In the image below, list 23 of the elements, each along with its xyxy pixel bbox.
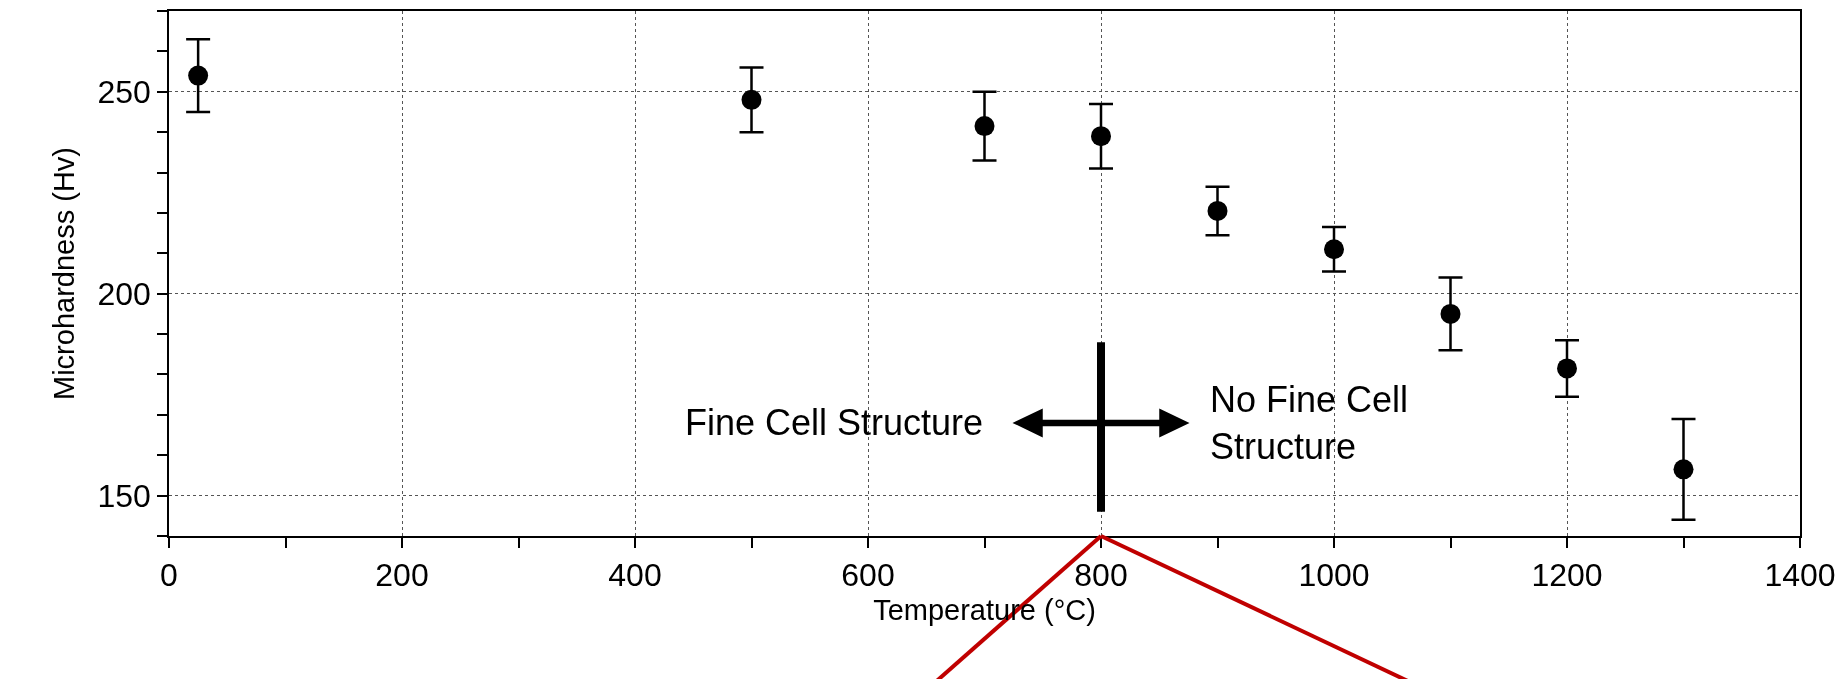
point <box>974 116 995 137</box>
y-tick-label: 150 <box>97 477 151 514</box>
y-tick-label: 200 <box>97 275 151 312</box>
point <box>1207 200 1228 221</box>
x-tick-label: 1000 <box>1298 557 1370 594</box>
point <box>1091 126 1111 147</box>
y-tick-label: 250 <box>97 73 151 110</box>
x-tick-label: 1200 <box>1531 557 1603 594</box>
annotation: Fine Cell Structure <box>685 402 984 443</box>
point <box>1440 303 1461 324</box>
x-tick-label: 400 <box>608 557 662 594</box>
y-axis-title: Microhardness (Hv) <box>48 147 81 400</box>
point <box>741 89 762 110</box>
x-tick-label: 1400 <box>1764 557 1836 594</box>
x-tick-label: 0 <box>160 557 178 594</box>
point <box>188 65 209 86</box>
point <box>1557 358 1577 379</box>
x-tick-label: 800 <box>1074 557 1128 594</box>
point <box>1324 239 1344 260</box>
point <box>1673 459 1694 480</box>
x-tick-label: 200 <box>375 557 429 594</box>
annotation: No Fine Cell Structure <box>1210 379 1409 467</box>
x-tick-label: 600 <box>841 557 895 594</box>
